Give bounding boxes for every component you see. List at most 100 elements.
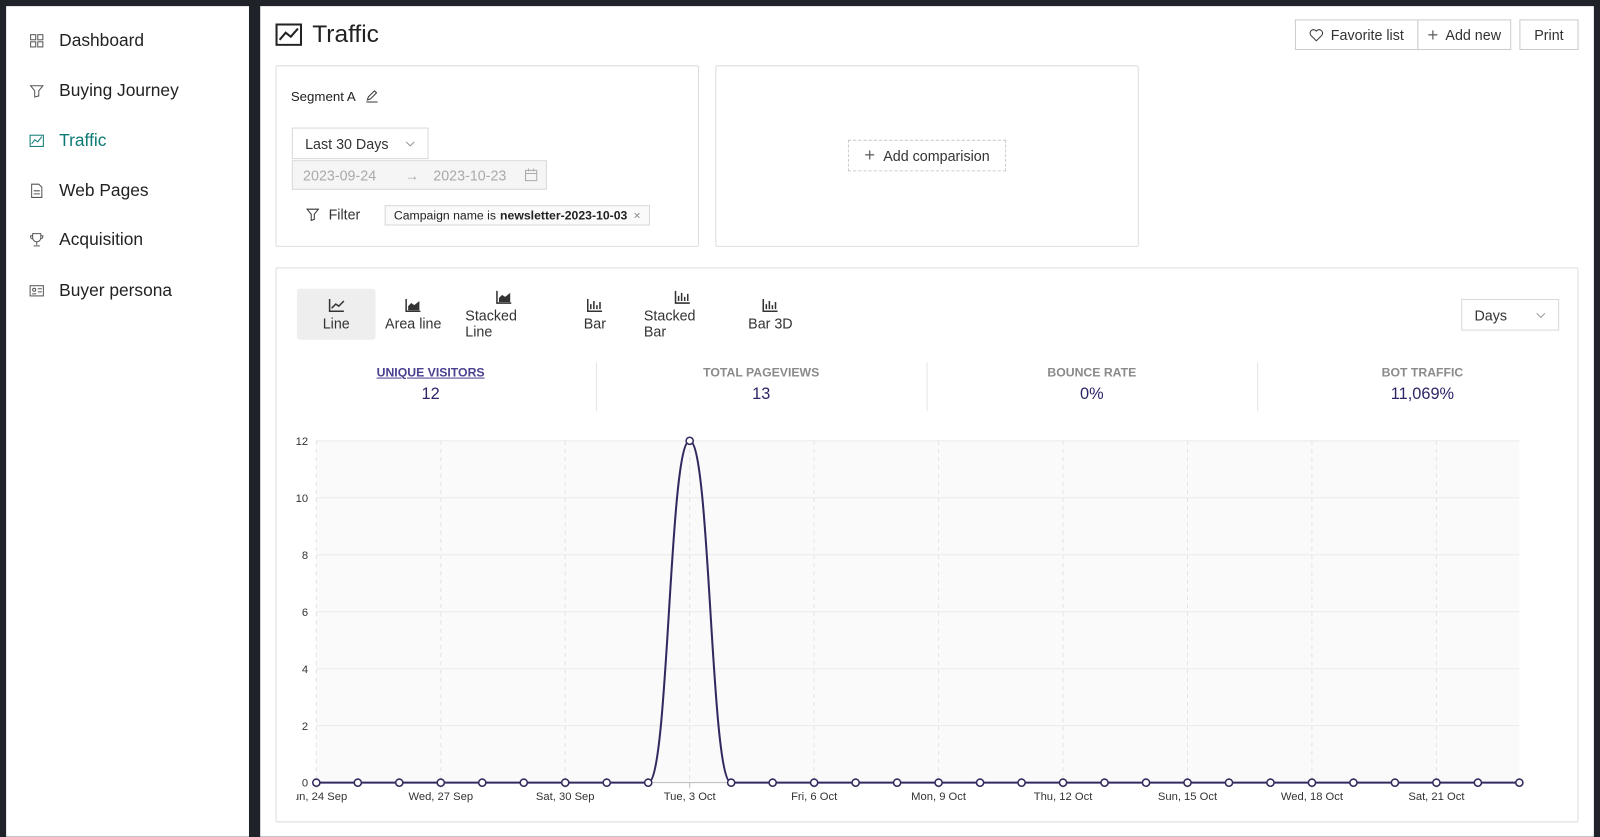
metric-value: 13: [752, 385, 771, 404]
nav-item[interactable]: Web Pages: [29, 177, 149, 206]
nav-item[interactable]: Buyer persona: [29, 277, 172, 306]
point: [1515, 778, 1524, 787]
button-label: Add comparision: [883, 147, 990, 164]
select-value: Days: [1474, 306, 1508, 323]
x-tick-label: Tue, 3 Oct: [664, 791, 717, 803]
chart-type-tab[interactable]: Stacked Bar: [644, 289, 722, 340]
metric-label: BOT TRAFFIC: [1381, 365, 1464, 380]
point: [934, 778, 943, 787]
nav-label: Dashboard: [59, 30, 145, 50]
tab-label: Bar 3D: [748, 314, 793, 332]
nav-label: Acquisition: [59, 229, 144, 249]
point: [1266, 778, 1275, 787]
chart-type-tab[interactable]: Area line: [374, 289, 452, 340]
metric: BOUNCE RATE 0%: [927, 362, 1258, 404]
chart: 0 2 4 6 8 10 12 Sun, 24 Sep Wed, 27 Sep Sat, 30 S…: [296, 436, 1524, 803]
metric-label: BOUNCE RATE: [1047, 365, 1137, 380]
page-icon: [275, 23, 303, 46]
metric-label: UNIQUE VISITORS: [376, 365, 485, 380]
tab-label: Stacked Line: [465, 306, 517, 340]
point: [1390, 778, 1400, 787]
metric-value: 11,069%: [1390, 385, 1455, 404]
point: [1183, 778, 1192, 787]
point: [726, 778, 736, 787]
chart-type-tab[interactable]: Stacked Line: [465, 289, 543, 340]
point: [353, 778, 363, 787]
nav-item[interactable]: Traffic: [29, 127, 107, 156]
y-tick-label: 0: [302, 778, 308, 790]
nav-item[interactable]: Dashboard: [29, 27, 144, 56]
point: [477, 778, 487, 787]
end-date: 2023-10-23: [433, 166, 507, 184]
x-tick-label: Wed, 27 Sep: [408, 791, 473, 803]
metric: UNIQUE VISITORS 12: [265, 362, 596, 404]
x-tick-label: Sat, 30 Sep: [536, 791, 595, 803]
point: [643, 778, 653, 787]
point: [519, 778, 529, 787]
nav-label: Web Pages: [59, 180, 149, 200]
date-range[interactable]: 2023-09-24 → 2023-10-23: [291, 160, 547, 190]
y-tick-label: 6: [302, 607, 308, 619]
chart-type-tab[interactable]: Bar 3D: [732, 289, 810, 340]
button-label: Add new: [1445, 26, 1502, 43]
metric-value: 0%: [1080, 385, 1104, 404]
point: [1100, 778, 1109, 787]
point: [851, 778, 860, 787]
point: [1017, 778, 1026, 787]
add-new-button[interactable]: + Add new: [1417, 19, 1512, 50]
interval-select[interactable]: Days: [1461, 298, 1560, 331]
arrow: →: [404, 166, 420, 184]
point: [394, 778, 404, 787]
point: [1058, 778, 1068, 787]
point: [1473, 778, 1483, 787]
chart-type-tab[interactable]: Line: [296, 288, 376, 340]
chip-close[interactable]: ×: [633, 208, 641, 223]
point: [1224, 778, 1234, 787]
x-tick-label: Mon, 9 Oct: [911, 791, 967, 803]
range-select[interactable]: Last 30 Days: [291, 127, 429, 160]
page-title: Traffic: [312, 20, 379, 48]
nav-label: Traffic: [59, 130, 107, 150]
metric-value: 12: [421, 385, 440, 404]
segment-name[interactable]: Segment A: [291, 89, 378, 104]
add-comparison-button[interactable]: + Add comparision: [847, 139, 1007, 172]
x-tick-label: Fri, 6 Oct: [791, 791, 838, 803]
nav-item[interactable]: Buying Journey: [29, 77, 179, 106]
tab-label: Bar: [583, 314, 607, 332]
y-tick-label: 10: [296, 493, 308, 505]
favorite-button[interactable]: Favorite list: [1294, 19, 1419, 50]
metric-divider: [926, 362, 928, 412]
chart-type-tab[interactable]: Bar: [556, 289, 634, 340]
line: [316, 439, 1520, 784]
x-tick-label: Thu, 12 Oct: [1034, 791, 1093, 803]
nav-label: Buyer persona: [59, 280, 173, 300]
x-tick-label: Sun, 15 Oct: [1158, 791, 1218, 803]
chip-value: newsletter-2023-10-03: [500, 208, 628, 223]
point: [1432, 778, 1441, 787]
print-button[interactable]: Print: [1519, 19, 1579, 50]
filter-chip: Campaign name is newsletter-2023-10-03 ×: [384, 205, 650, 226]
filter-button[interactable]: Filter: [306, 206, 360, 222]
point: [560, 778, 570, 787]
point: [975, 778, 985, 787]
button-label: Favorite list: [1330, 26, 1404, 43]
metric: BOT TRAFFIC 11,069%: [1257, 362, 1588, 404]
plus-icon: +: [864, 144, 876, 166]
nav-label: Buying Journey: [59, 80, 179, 100]
filter-label: Filter: [328, 206, 361, 223]
point: [809, 778, 819, 787]
point: [1141, 778, 1151, 787]
point: [892, 778, 902, 787]
nav-item[interactable]: Acquisition: [29, 226, 144, 255]
point: [1349, 778, 1358, 787]
plus-icon: +: [1427, 23, 1439, 45]
sidebar: Dashboard Buying Journey Traffic Web Pag…: [6, 6, 249, 837]
x-tick-label: Wed, 18 Oct: [1281, 791, 1344, 803]
tab-label: Stacked Bar: [643, 306, 696, 340]
metric: TOTAL PAGEVIEWS 13: [596, 362, 927, 404]
tab-label: Area line: [385, 314, 442, 332]
metric-divider: [595, 362, 597, 412]
start-date: 2023-09-24: [303, 166, 377, 184]
y-tick-label: 12: [296, 436, 308, 448]
